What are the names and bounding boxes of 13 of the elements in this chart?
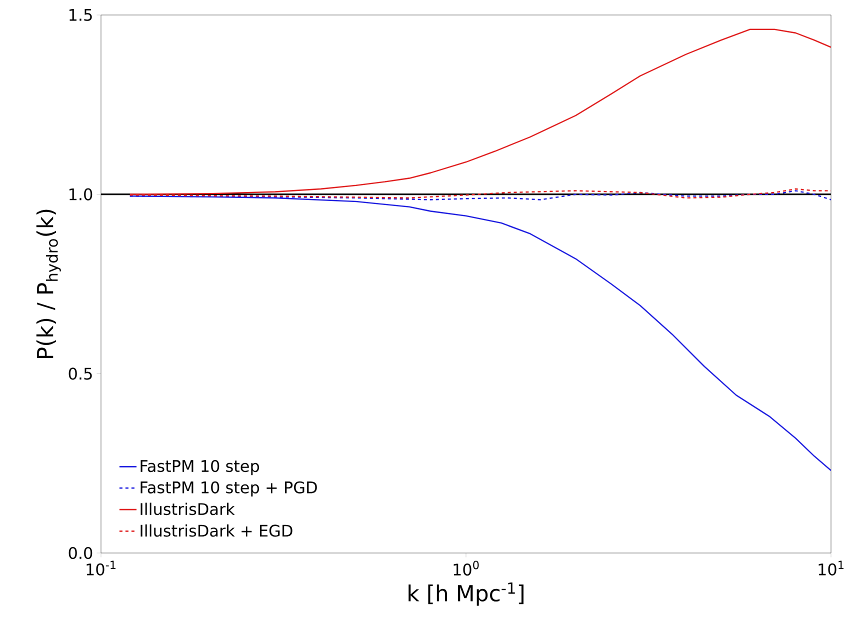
y-tick-label: 1.5 (70, 9, 92, 21)
legend-label: IllustrisDark + EGD (140, 524, 292, 537)
y-tick-label: 0.0 (68, 546, 92, 560)
x-tick-label: 10$^{-1}$ (86, 560, 116, 576)
legend-label: FastPM 10 step + PGD (140, 481, 317, 497)
x-axis-title: k [h Mpc$^{-1}$] (408, 582, 524, 606)
y-tick-label: 0.5 (68, 368, 92, 380)
legend-label: IllustrisDark (140, 502, 235, 516)
legend-label: FastPM 10 step (140, 460, 260, 476)
x-tick-label: 10$^{0}$ (454, 560, 479, 576)
y-axis-title: P(k) / P$_{hydro}$(k) (36, 210, 61, 358)
y-tick-label: 1.0 (70, 188, 92, 200)
x-tick-label: 10$^{1}$ (818, 560, 844, 576)
